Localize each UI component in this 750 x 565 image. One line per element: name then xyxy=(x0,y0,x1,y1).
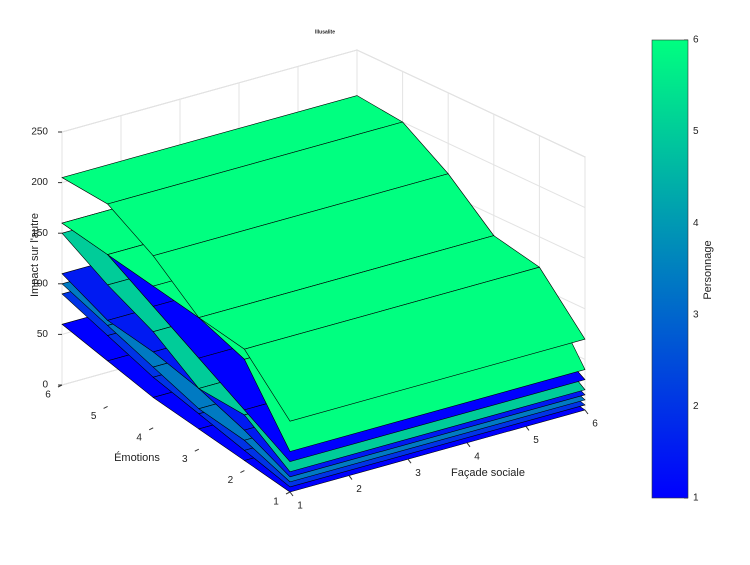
y-axis-label: Émotions xyxy=(114,451,160,464)
x-tick-label: 4 xyxy=(474,451,480,462)
z-tick-label: 50 xyxy=(37,329,49,340)
colorbar-tick-label: 5 xyxy=(693,126,699,137)
z-tick-label: 150 xyxy=(31,228,48,239)
y-tick xyxy=(285,491,291,495)
y-tick-label: 3 xyxy=(182,454,188,465)
colorbar xyxy=(651,39,689,499)
colorbar-label: Personnage xyxy=(702,240,714,299)
x-tick xyxy=(525,426,530,431)
x-axis-label: Façade sociale xyxy=(451,467,525,479)
y-tick-label: 6 xyxy=(45,390,51,401)
colorbar-tick-label: 1 xyxy=(693,493,699,504)
y-tick xyxy=(240,470,245,474)
x-tick xyxy=(289,491,294,497)
grid-line xyxy=(61,49,586,158)
x-tick-label: 5 xyxy=(533,435,539,446)
surface-patch xyxy=(243,266,586,422)
colorbar-tick-label: 3 xyxy=(693,309,699,320)
y-tick xyxy=(194,448,200,452)
x-tick xyxy=(407,458,412,464)
x-tick xyxy=(584,409,589,415)
y-tick-label: 5 xyxy=(91,411,97,422)
z-tick-label: 250 xyxy=(31,127,48,138)
x-tick xyxy=(348,475,353,480)
z-tick-label: 0 xyxy=(42,380,48,391)
z-axis-label: Impact sur l'autre xyxy=(29,213,41,297)
y-tick-label: 2 xyxy=(228,475,234,486)
z-tick-label: 200 xyxy=(31,177,48,188)
x-tick-label: 1 xyxy=(297,501,303,512)
x-tick-label: 6 xyxy=(592,419,598,430)
x-tick-label: 3 xyxy=(415,468,421,479)
x-tick xyxy=(466,442,471,448)
colorbar-tick-label: 2 xyxy=(693,401,699,412)
colorbar-tick-label: 6 xyxy=(693,35,699,46)
x-tick-label: 2 xyxy=(356,484,362,495)
colorbar-tick-label: 4 xyxy=(693,218,699,229)
y-tick xyxy=(103,405,108,409)
y-tick xyxy=(148,427,154,431)
y-tick-label: 4 xyxy=(136,432,142,443)
chart-title: Illusalite xyxy=(315,29,335,35)
y-tick-label: 1 xyxy=(273,497,279,508)
z-tick-label: 100 xyxy=(31,278,48,289)
